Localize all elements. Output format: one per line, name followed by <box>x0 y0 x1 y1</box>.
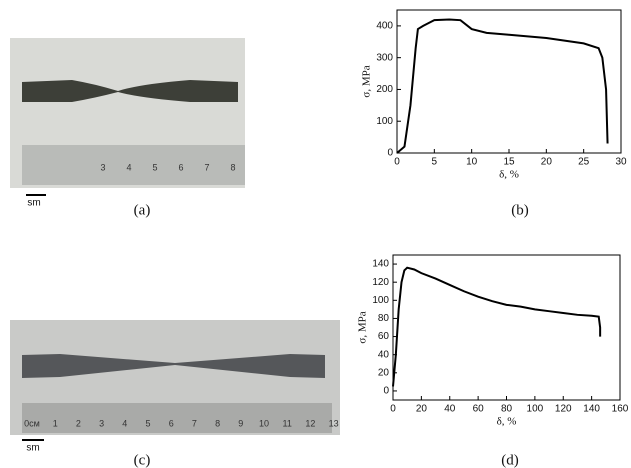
ruler-c <box>22 403 332 433</box>
x-axis-label: δ, % <box>499 169 519 181</box>
x-tick-label: 160 <box>612 404 629 415</box>
y-tick-label: 60 <box>378 331 390 342</box>
x-tick-label: 60 <box>473 404 485 415</box>
ruler-label: 1 <box>53 418 58 428</box>
ruler-label: 9 <box>238 418 243 428</box>
ruler-label: 0см <box>24 418 40 428</box>
y-tick-label: 40 <box>378 349 390 360</box>
y-tick-label: 0 <box>383 386 389 397</box>
scale-label: sm <box>27 198 40 209</box>
ruler-label: 8 <box>215 418 220 428</box>
plot-frame <box>392 254 621 401</box>
data-line <box>392 266 602 387</box>
ruler-label: 4 <box>122 418 127 428</box>
ruler-label: 13 <box>329 418 339 428</box>
ruler-label: 7 <box>192 418 197 428</box>
ruler-label: 10 <box>259 418 269 428</box>
specimen-a <box>22 80 238 102</box>
y-tick-label: 120 <box>372 277 389 288</box>
x-tick-label: 20 <box>416 404 428 415</box>
ruler-label: 3 <box>99 418 104 428</box>
x-tick-label: 10 <box>466 157 478 168</box>
x-tick-label: 5 <box>432 157 438 168</box>
x-tick-label: 100 <box>527 404 544 415</box>
ruler-label: 6 <box>178 162 183 172</box>
x-tick-label: 0 <box>394 157 400 168</box>
ruler-label: 5 <box>152 162 157 172</box>
x-tick-label: 30 <box>615 157 627 168</box>
panel-label: (c) <box>134 452 151 468</box>
ruler-label: 8 <box>230 162 235 172</box>
y-tick-label: 140 <box>372 259 389 270</box>
ruler-a <box>22 145 245 185</box>
specimen-c <box>22 354 325 378</box>
y-tick-label: 100 <box>376 116 393 127</box>
plot-frame <box>396 9 622 154</box>
x-tick-label: 140 <box>583 404 600 415</box>
y-tick-label: 200 <box>376 84 393 95</box>
data-line <box>396 18 609 154</box>
ruler-label: 12 <box>305 418 315 428</box>
panel-label: (d) <box>501 452 519 468</box>
y-axis-label: σ, MPa <box>361 65 373 97</box>
scale-label: sm <box>26 443 39 454</box>
y-tick-label: 0 <box>387 148 393 159</box>
ruler-label: 3 <box>100 162 105 172</box>
y-tick-label: 80 <box>378 313 390 324</box>
y-tick-label: 300 <box>376 52 393 63</box>
ruler-label: 4 <box>126 162 131 172</box>
panel-label: (a) <box>134 202 151 218</box>
x-tick-label: 80 <box>501 404 513 415</box>
ruler-label: 7 <box>204 162 209 172</box>
x-tick-label: 15 <box>503 157 515 168</box>
x-tick-label: 25 <box>578 157 590 168</box>
ruler-label: 5 <box>145 418 150 428</box>
panel-label: (b) <box>511 202 529 218</box>
x-tick-label: 0 <box>390 404 396 415</box>
y-tick-label: 100 <box>372 295 389 306</box>
x-tick-label: 120 <box>555 404 572 415</box>
x-tick-label: 20 <box>541 157 553 168</box>
y-axis-label: σ, MPa <box>357 311 369 343</box>
ruler-label: 11 <box>283 418 292 428</box>
ruler-label: 6 <box>169 418 174 428</box>
x-tick-label: 40 <box>444 404 456 415</box>
y-tick-label: 20 <box>378 367 390 378</box>
x-axis-label: δ, % <box>497 416 517 428</box>
y-tick-label: 400 <box>376 21 393 32</box>
ruler-label: 2 <box>76 418 81 428</box>
